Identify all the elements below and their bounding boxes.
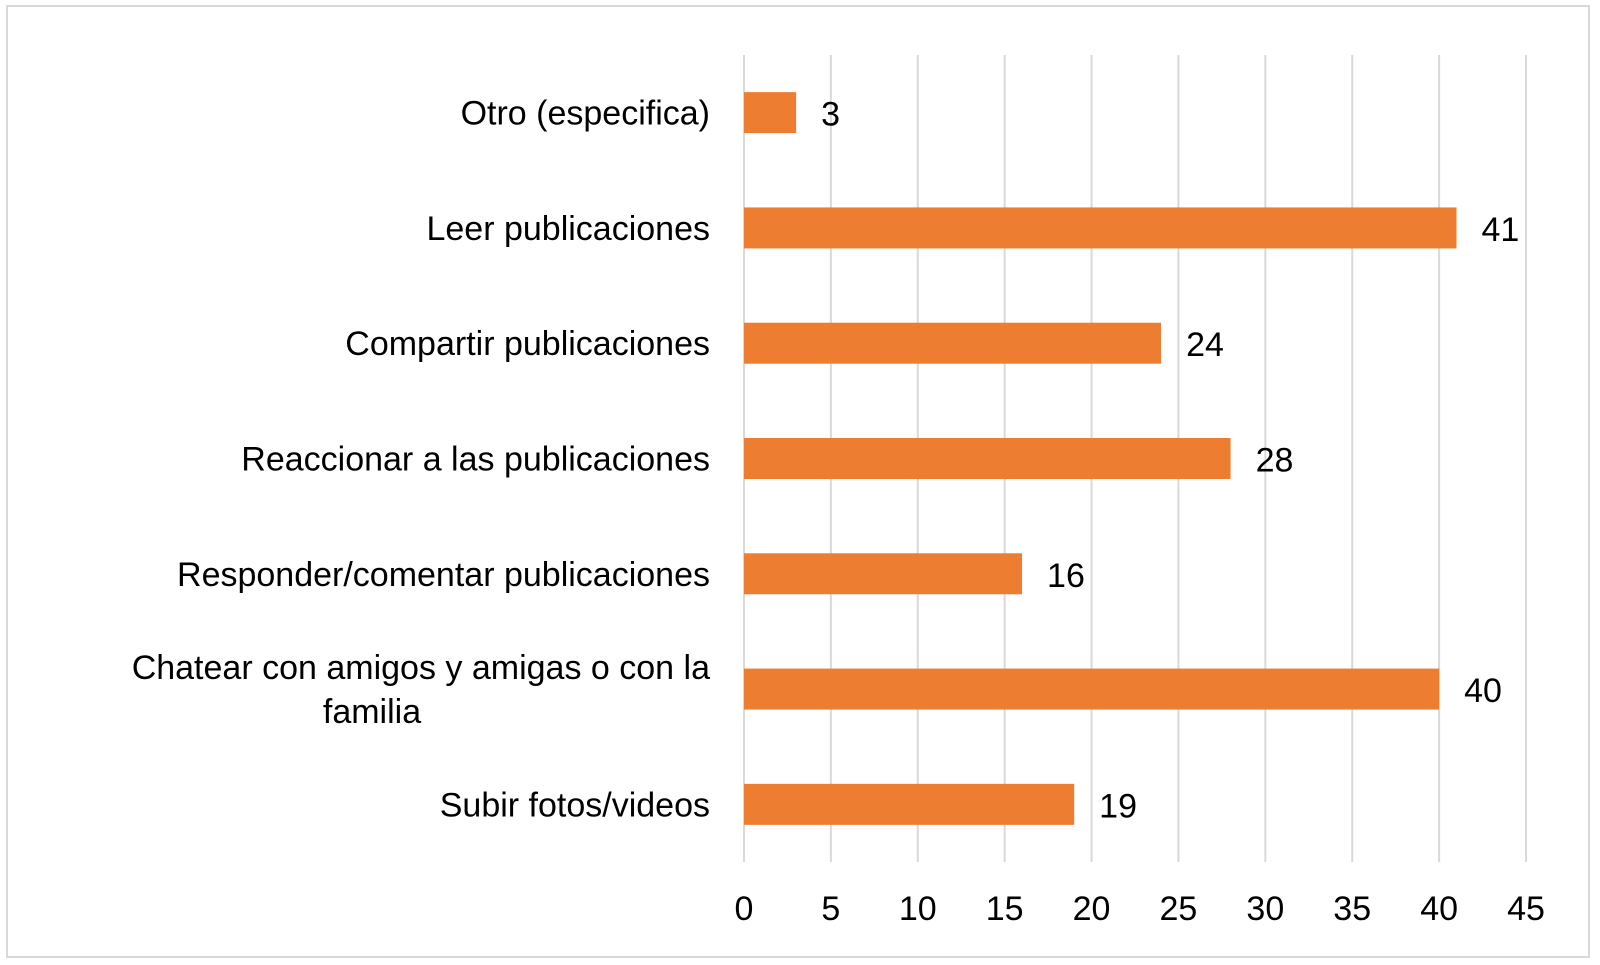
category-label: Compartir publicaciones	[345, 325, 710, 363]
data-label: 40	[1464, 672, 1502, 710]
category-label: Otro (especifica)	[461, 95, 710, 133]
category-label-line-2: familia	[323, 693, 421, 731]
data-label: 3	[821, 96, 840, 134]
category-labels: Otro (especifica) Leer publicaciones Compa…	[132, 95, 710, 825]
x-axis-tick-labels: 0 5 10 15 20 25 30 35 40 45	[735, 890, 1545, 928]
category-label: Leer publicaciones	[426, 210, 710, 248]
bar	[744, 783, 1075, 825]
x-tick-label: 0	[735, 890, 754, 928]
bar	[744, 553, 1023, 595]
x-tick-label: 45	[1507, 890, 1545, 928]
bars	[744, 92, 1457, 825]
data-label: 24	[1186, 326, 1224, 364]
x-tick-label: 5	[821, 890, 840, 928]
category-label: Reaccionar a las publicaciones	[241, 441, 710, 479]
gridlines	[743, 55, 1527, 862]
x-tick-label: 30	[1246, 890, 1284, 928]
x-tick-label: 10	[899, 890, 937, 928]
data-label: 16	[1047, 557, 1085, 595]
category-label: Subir fotos/videos	[440, 786, 710, 824]
bar	[744, 668, 1440, 710]
x-tick-label: 25	[1160, 890, 1198, 928]
bar	[744, 322, 1162, 364]
bar	[744, 438, 1231, 479]
data-label: 41	[1481, 211, 1519, 249]
data-labels: 3 41 24 28 16 40 19	[821, 96, 1519, 826]
category-label: Responder/comentar publicaciones	[177, 556, 710, 594]
category-label: Chatear con amigos y amigas o con la	[132, 649, 710, 687]
data-label: 28	[1256, 442, 1294, 480]
x-tick-label: 20	[1073, 890, 1111, 928]
x-tick-label: 15	[986, 890, 1024, 928]
x-tick-label: 40	[1420, 890, 1458, 928]
bar	[744, 92, 797, 134]
bar	[744, 207, 1457, 249]
data-label: 19	[1099, 787, 1137, 825]
x-tick-label: 35	[1333, 890, 1371, 928]
